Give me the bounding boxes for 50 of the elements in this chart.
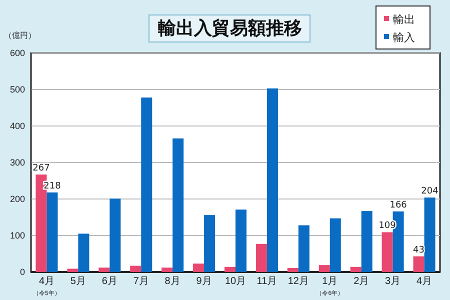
x-tick-label: 10月: [224, 276, 246, 287]
bar: [141, 98, 152, 272]
y-tick-label: 500: [10, 84, 25, 94]
y-tick-label: 400: [10, 120, 25, 131]
y-tick-label: 600: [10, 48, 25, 58]
data-label: 43: [413, 245, 424, 256]
x-tick-label: 12月: [288, 276, 309, 287]
legend-label: 輸入: [393, 31, 415, 44]
bar: [46, 192, 58, 272]
chart-title: 輸出入貿易額推移: [157, 18, 302, 39]
data-label: 204: [421, 186, 439, 197]
bar: [193, 264, 204, 272]
bar: [236, 210, 247, 272]
bar: [110, 198, 121, 272]
data-label: 166: [390, 200, 408, 210]
bar: [266, 88, 278, 272]
bar: [98, 268, 110, 272]
y-axis-title: （億円）: [4, 31, 36, 40]
y-tick-label: 100: [10, 230, 25, 240]
y-tick-label: 0: [20, 266, 25, 277]
data-label: 267: [32, 164, 50, 174]
x-tick-label: 3月: [385, 276, 401, 287]
bar: [350, 266, 362, 272]
y-tick-label: 200: [10, 194, 25, 204]
bar: [382, 232, 393, 272]
x-tick-label: 6月: [102, 276, 118, 287]
bar: [67, 268, 78, 272]
x-tick-label: 5月: [70, 276, 86, 287]
bar: [413, 256, 424, 272]
bar: [287, 268, 298, 272]
bar: [130, 266, 142, 272]
bar: [224, 266, 236, 272]
x-tick-label: 8月: [164, 276, 180, 287]
x-tick-label: 4月: [416, 276, 432, 287]
bar: [361, 211, 372, 272]
x-tick-label: 7月: [133, 276, 149, 287]
bar: [256, 244, 267, 272]
bar: [424, 198, 436, 272]
x-tick-label: 2月: [354, 276, 370, 287]
bar: [298, 225, 310, 272]
bar: [204, 215, 216, 272]
bar: [318, 265, 330, 272]
bar: [172, 138, 184, 272]
x-tick-label: 11月: [256, 276, 278, 287]
y-tick-label: 300: [10, 157, 25, 168]
x-tick-label: 9月: [196, 276, 212, 287]
bar: [330, 218, 341, 272]
legend-label: 輸出: [393, 13, 415, 26]
bar: [162, 268, 173, 272]
bar: [78, 234, 90, 272]
